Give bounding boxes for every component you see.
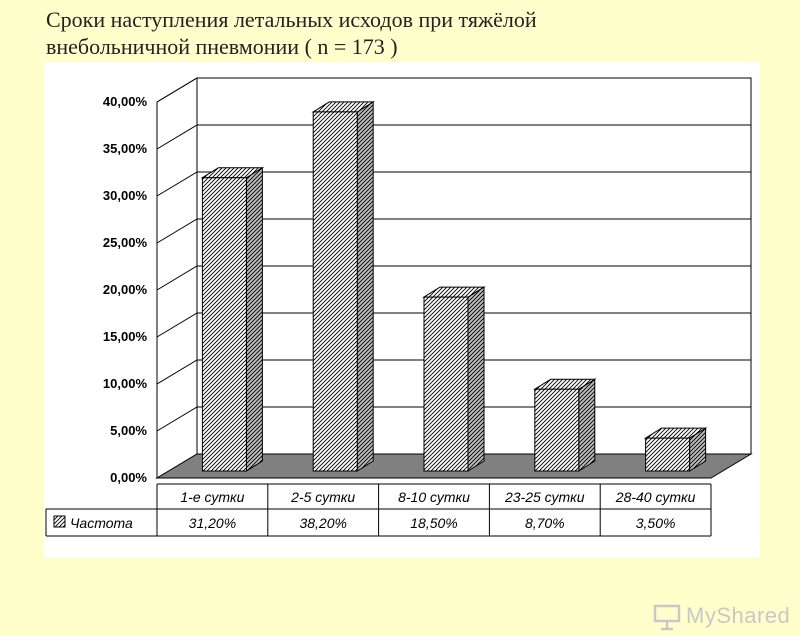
- legend-key: [53, 515, 66, 528]
- x-category-label: 1-е сутки: [180, 489, 244, 505]
- data-value-label: 31,20%: [189, 515, 236, 531]
- gridline: [156, 265, 751, 291]
- x-category-label: 23-25 сутки: [504, 489, 585, 505]
- gridline: [156, 218, 751, 244]
- slide-title-line-2: внебольничной пневмонии ( n = 173 ): [46, 34, 398, 59]
- x-category-label: 8-10 сутки: [398, 489, 470, 505]
- watermark: MyShared: [650, 600, 800, 636]
- y-tick-label: 10,00%: [103, 376, 148, 391]
- bar-chart-3d: 0,00% 5,00% 10,00% 15,00% 20,00% 25,00% 30,00%…: [45, 77, 753, 537]
- bar: [422, 286, 486, 472]
- presentation-icon: [653, 604, 681, 631]
- bar-side: [245, 166, 263, 472]
- bar-front: [312, 111, 358, 472]
- gridline: [156, 359, 751, 385]
- y-tick-label: 5,00%: [110, 423, 147, 438]
- watermark-text: MyShared: [686, 603, 791, 628]
- bar-front: [423, 296, 469, 472]
- y-tick-label: 40,00%: [103, 94, 148, 109]
- data-value-label: 3,50%: [636, 515, 676, 531]
- bar: [200, 166, 265, 472]
- bar-side: [467, 286, 485, 472]
- data-value-label: 8,70%: [525, 515, 565, 531]
- x-category-label: 28-40 сутки: [615, 489, 696, 505]
- chart-panel: 0,00% 5,00% 10,00% 15,00% 20,00% 25,00% 30,00%…: [44, 62, 790, 631]
- bar: [311, 101, 375, 472]
- gridline: [156, 171, 751, 197]
- gridline: [156, 312, 751, 338]
- gridline: [156, 77, 751, 103]
- bar: [533, 378, 597, 472]
- legend-series-name: Частота: [70, 515, 133, 531]
- x-category-label: 2-5 сутки: [290, 489, 355, 505]
- bar-side: [578, 378, 596, 472]
- bar-front: [534, 388, 580, 472]
- data-value-label: 18,50%: [410, 515, 457, 531]
- y-tick-label: 20,00%: [103, 282, 148, 297]
- y-tick-label: 15,00%: [103, 329, 148, 344]
- y-tick-label: 0,00%: [110, 470, 147, 485]
- slide-title: Сроки наступления летальных исходов при …: [46, 6, 766, 60]
- bar-front: [201, 177, 247, 472]
- bar: [643, 427, 708, 472]
- y-tick-label: 25,00%: [103, 235, 148, 250]
- y-tick-label: 30,00%: [103, 188, 148, 203]
- bar-side: [356, 101, 374, 472]
- slide-title-line-1: Сроки наступления летальных исходов при …: [46, 7, 537, 32]
- bar-front: [645, 437, 691, 472]
- y-tick-label: 35,00%: [103, 141, 148, 156]
- data-value-label: 38,20%: [299, 515, 346, 531]
- gridline: [156, 124, 751, 150]
